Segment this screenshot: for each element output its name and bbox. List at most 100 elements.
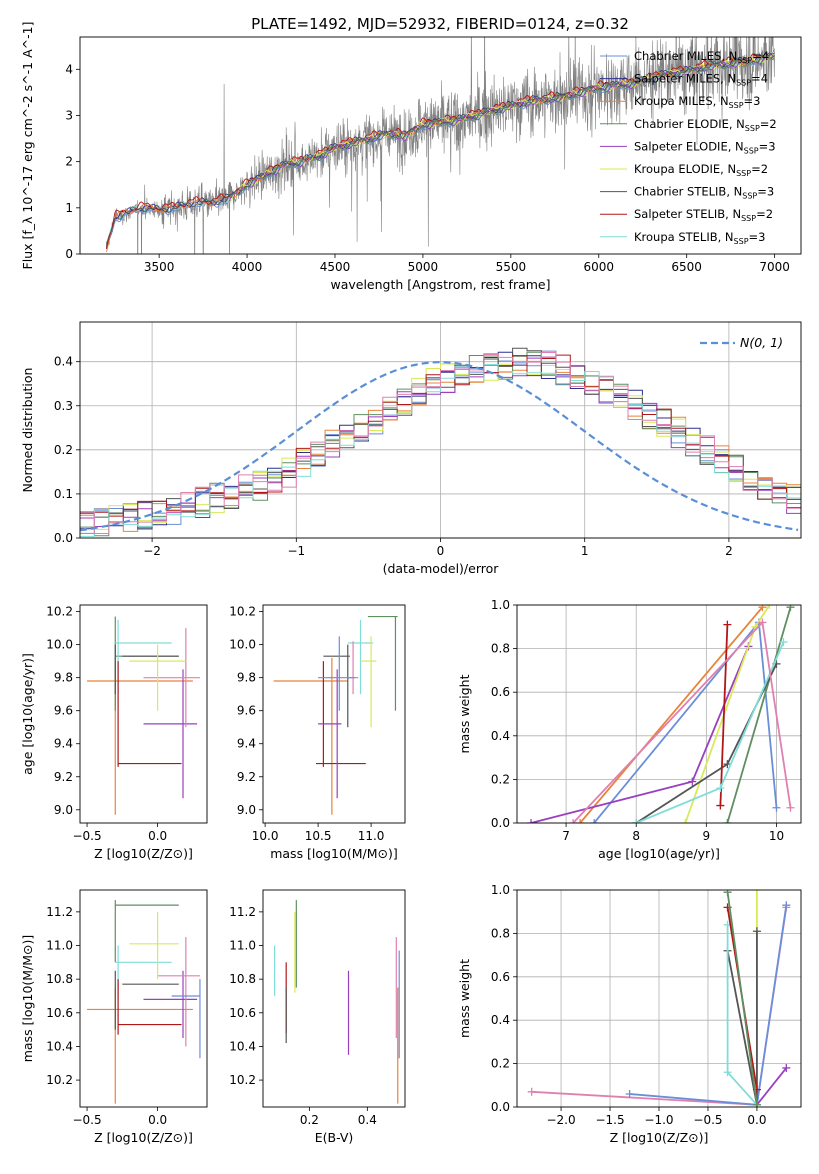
x-axis-label: (data-model)/error: [383, 561, 500, 576]
y-tick-label: 0.4: [491, 729, 510, 743]
x-axis-label: E(B-V): [315, 1130, 354, 1145]
plus-marker: [782, 901, 791, 910]
x-tick-label: 5000: [408, 260, 439, 274]
x-tick-label: 0.0: [148, 829, 167, 843]
y-tick-label: 0: [65, 247, 73, 261]
x-tick-label: 4500: [320, 260, 351, 274]
y-tick-label: 0.2: [491, 1057, 510, 1071]
panel-mass_vs_EBV: 0.2 0.4 10.2 10.4 10.6 10.8 11.0 11.2 E(B-V): [229, 889, 406, 1145]
x-tick-label: 9: [703, 829, 711, 843]
x-tick-label: 11.0: [358, 829, 385, 843]
mass-weight-series: [723, 605, 795, 823]
y-axis-label: age [log10(age/yr)]: [20, 653, 35, 775]
series-line: [756, 1067, 788, 1106]
x-tick-label: 3500: [144, 260, 175, 274]
plot-area: [105, 37, 775, 254]
x-tick-label: 0.2: [300, 1113, 319, 1127]
histogram-chabrier_miles: [80, 350, 801, 534]
x-tick-label: 1: [581, 544, 589, 558]
plus-marker: [765, 605, 774, 609]
errorbar-point: [114, 900, 179, 963]
x-tick-label: −0.5: [693, 1113, 722, 1127]
plus-marker: [527, 1087, 536, 1096]
y-tick-label: 0.3: [54, 399, 73, 413]
mass-weight-series: [569, 618, 795, 823]
plus-marker: [786, 605, 795, 612]
axes-box: [262, 889, 406, 1108]
errorbar-point: [114, 616, 179, 711]
plus-marker: [681, 819, 690, 823]
plus-marker: [688, 777, 697, 786]
legend: Chabrier MILES, NSSP=4 Salpeter MILES, NS…: [600, 49, 777, 246]
plot-area: [87, 616, 200, 815]
plus-marker: [716, 801, 725, 810]
panel-massweight_vs_age: 7 8 9 10 0.0 0.2 0.4 0.6 0.8 1.0 age [log10(age/yr…: [457, 598, 802, 861]
x-tick-label: −2: [143, 544, 161, 558]
x-axis-label: age [log10(age/yr)]: [598, 846, 720, 861]
y-tick-label: 0.8: [491, 926, 510, 940]
errorbar-point: [347, 641, 359, 695]
errorbar-point: [318, 636, 356, 711]
plus-marker: [723, 890, 732, 897]
y-tick-label: 9.0: [237, 803, 256, 817]
panel-spectrum: 3500 4000 4500 5000 5500 6000 6500 7000 0 1 2 3 4 wav…: [20, 22, 802, 292]
y-tick-label: 11.0: [229, 939, 256, 953]
series-line: [579, 606, 764, 823]
model-line-chabrier_stelib: [105, 52, 775, 247]
y-tick-label: 0.4: [54, 355, 73, 369]
y-tick-label: 0.4: [491, 1013, 510, 1027]
axes-box: [79, 889, 208, 1108]
x-tick-label: 7000: [759, 260, 790, 274]
axes-box: [262, 604, 406, 824]
axes-frame: −0.5 0.0 9.0 9.2 9.4 9.6 9.8 10.0 10.2 Z [log10(Z…: [20, 604, 208, 861]
legend-entry: Kroupa STELIB, NSSP=3: [634, 230, 765, 246]
legend-entry: Salpeter MILES, NSSP=4: [634, 72, 768, 88]
model-line-kroupa_elodie: [229, 51, 775, 203]
spectrum-data-line: [106, 37, 775, 254]
errorbar-point: [129, 911, 179, 980]
y-tick-label: 9.4: [237, 737, 256, 751]
x-tick-label: 10: [769, 829, 784, 843]
plus-marker: [569, 819, 578, 823]
x-tick-label: 0.4: [358, 1113, 377, 1127]
axes-frame: 10.0 10.5 11.0 9.0 9.2 9.4 9.6 9.8 10.0 10.2 mass …: [229, 604, 406, 861]
x-tick-label: 0.0: [148, 1113, 167, 1127]
y-tick-label: 9.0: [54, 803, 73, 817]
y-tick-label: 9.4: [54, 737, 73, 751]
y-tick-label: 10.6: [46, 1006, 73, 1020]
plot-area: [80, 347, 801, 537]
errorbar-point: [315, 661, 366, 767]
errorbar-point: [171, 979, 201, 1059]
errorbar-point: [318, 669, 342, 799]
mass-weight-series: [590, 618, 781, 823]
x-tick-label: −0.5: [72, 829, 101, 843]
x-axis-label: Z [log10(Z/Z⊙)]: [94, 846, 193, 861]
mass-weight-series: [576, 605, 767, 823]
axes-frame: −2 −1 0 1 2 0.0 0.1 0.2 0.3 0.4 (data-model)/error…: [20, 321, 802, 576]
axes-frame: 0.2 0.4 10.2 10.4 10.6 10.8 11.0 11.2 E(B-V): [229, 889, 406, 1145]
y-tick-label: 0.2: [491, 772, 510, 786]
plus-marker: [772, 803, 781, 812]
x-tick-label: −1.5: [595, 1113, 624, 1127]
histogram-pink: [80, 352, 801, 534]
axes-frame: −0.5 0.0 10.2 10.4 10.6 10.8 11.0 11.2 Z [log10(…: [20, 889, 208, 1145]
series-line: [719, 624, 729, 806]
plot-area: [527, 890, 791, 1107]
mass-weight-series: [716, 620, 732, 810]
x-tick-label: −2.0: [546, 1113, 575, 1127]
x-tick-label: 10.5: [305, 829, 332, 843]
series-line: [726, 892, 758, 1105]
plus-marker: [723, 620, 732, 629]
y-tick-label: 9.2: [54, 770, 73, 784]
panel-residual_hist: −2 −1 0 1 2 0.0 0.1 0.2 0.3 0.4 (data-model)/error…: [20, 321, 802, 576]
plus-marker: [590, 819, 599, 823]
figure-title: PLATE=1492, MJD=52932, FIBERID=0124, z=0…: [251, 15, 629, 33]
y-axis-label: mass weight: [457, 674, 472, 753]
grid-lines: [517, 889, 801, 1108]
x-tick-label: 5500: [496, 260, 527, 274]
y-tick-label: 2: [65, 155, 73, 169]
axes-box: [79, 321, 802, 539]
y-axis-label: mass [log10(M/M⊙)]: [20, 935, 35, 1063]
